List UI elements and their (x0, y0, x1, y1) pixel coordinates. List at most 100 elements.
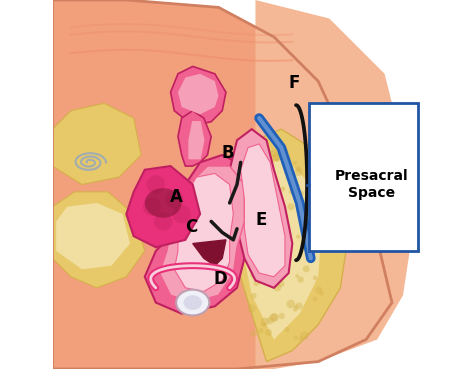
Circle shape (269, 314, 278, 322)
Circle shape (318, 215, 324, 221)
Circle shape (244, 213, 249, 218)
Circle shape (272, 282, 278, 289)
Polygon shape (255, 0, 414, 369)
Circle shape (154, 212, 173, 231)
Circle shape (258, 328, 264, 334)
Circle shape (263, 241, 268, 247)
Circle shape (285, 257, 290, 262)
Circle shape (251, 199, 258, 206)
Circle shape (293, 161, 297, 165)
Text: Presacral
Space: Presacral Space (335, 169, 409, 200)
Polygon shape (193, 240, 226, 266)
Circle shape (250, 266, 255, 272)
Circle shape (296, 235, 300, 239)
Polygon shape (229, 129, 348, 362)
Circle shape (316, 214, 324, 222)
Circle shape (286, 224, 290, 228)
Polygon shape (56, 203, 130, 269)
Circle shape (271, 149, 280, 157)
Circle shape (310, 165, 316, 170)
Circle shape (313, 296, 318, 301)
Ellipse shape (176, 290, 210, 315)
FancyBboxPatch shape (309, 103, 418, 251)
Circle shape (279, 313, 285, 319)
Circle shape (261, 200, 266, 205)
Circle shape (295, 274, 299, 278)
Circle shape (297, 276, 304, 283)
Circle shape (294, 168, 302, 176)
Circle shape (250, 270, 259, 279)
Circle shape (275, 158, 279, 162)
Polygon shape (126, 166, 200, 247)
Circle shape (286, 300, 295, 308)
Text: C: C (185, 218, 197, 236)
Circle shape (289, 189, 295, 195)
Text: D: D (213, 270, 227, 287)
Circle shape (267, 273, 274, 281)
Circle shape (262, 257, 269, 265)
Circle shape (270, 196, 278, 204)
Circle shape (319, 291, 324, 296)
Circle shape (271, 313, 279, 321)
Circle shape (304, 189, 308, 193)
Circle shape (313, 210, 320, 217)
Circle shape (266, 317, 274, 324)
Circle shape (273, 154, 280, 161)
Circle shape (281, 186, 285, 191)
Circle shape (261, 317, 269, 326)
Text: A: A (170, 189, 182, 206)
Polygon shape (53, 192, 145, 288)
Polygon shape (178, 74, 219, 114)
Circle shape (295, 166, 301, 172)
Circle shape (247, 304, 255, 313)
Text: B: B (221, 144, 234, 162)
Circle shape (294, 336, 298, 340)
Polygon shape (189, 122, 204, 159)
Circle shape (257, 165, 264, 172)
Circle shape (244, 223, 251, 230)
Circle shape (173, 205, 191, 223)
Polygon shape (160, 166, 245, 303)
Circle shape (146, 175, 165, 194)
Circle shape (255, 183, 258, 187)
Circle shape (265, 329, 272, 336)
Circle shape (268, 236, 275, 244)
Polygon shape (178, 111, 211, 166)
Circle shape (283, 148, 288, 153)
Circle shape (241, 179, 248, 187)
Circle shape (284, 226, 290, 232)
Polygon shape (241, 144, 285, 277)
Circle shape (143, 197, 161, 216)
Circle shape (254, 281, 259, 286)
Ellipse shape (183, 295, 202, 310)
Circle shape (273, 283, 282, 292)
Circle shape (278, 280, 284, 287)
Circle shape (258, 198, 264, 203)
Circle shape (310, 230, 317, 236)
Polygon shape (53, 0, 392, 369)
Polygon shape (241, 159, 322, 339)
Circle shape (299, 336, 303, 341)
Circle shape (294, 305, 298, 309)
Circle shape (315, 286, 322, 293)
Circle shape (287, 256, 291, 259)
Text: F: F (289, 74, 300, 92)
Polygon shape (145, 155, 259, 314)
Circle shape (300, 331, 309, 340)
Polygon shape (174, 173, 233, 292)
Circle shape (306, 155, 314, 163)
Circle shape (250, 330, 257, 337)
Circle shape (254, 157, 262, 165)
Ellipse shape (145, 188, 182, 218)
Circle shape (268, 193, 275, 200)
Polygon shape (229, 129, 292, 288)
Circle shape (261, 322, 266, 327)
Circle shape (303, 265, 310, 272)
Text: E: E (255, 211, 267, 228)
Circle shape (243, 239, 248, 244)
Circle shape (257, 278, 263, 284)
Circle shape (267, 238, 275, 246)
Circle shape (326, 189, 330, 194)
Circle shape (293, 307, 298, 312)
Circle shape (251, 293, 256, 299)
